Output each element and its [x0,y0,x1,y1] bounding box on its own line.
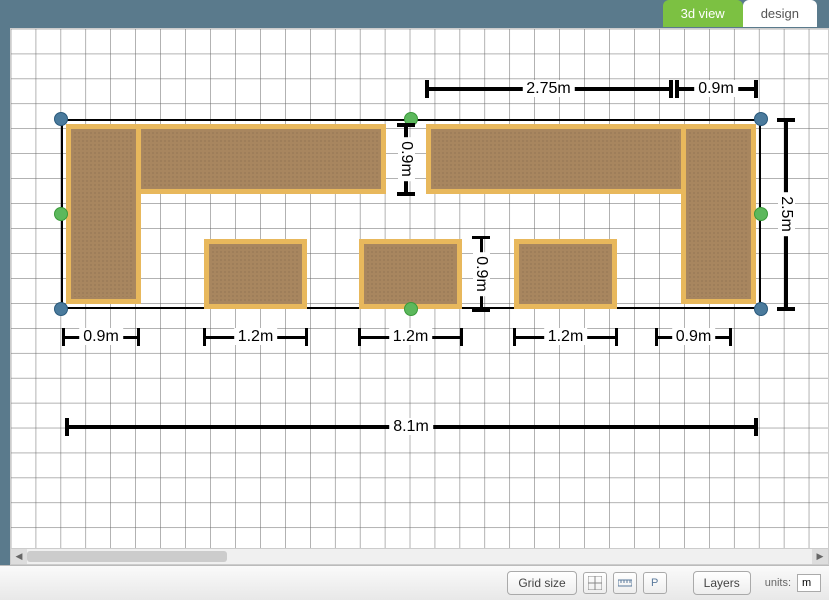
design-canvas[interactable]: 2.75m 0.9m 0.9m 2.5m 0.9m 0.9m 1.2m 1.2m… [10,28,829,565]
units-select[interactable] [797,574,821,592]
blue-node[interactable] [54,112,68,126]
grid-toggle-icon[interactable] [583,572,607,594]
island-1[interactable] [204,239,307,309]
tab-design[interactable]: design [743,0,817,27]
island-2[interactable] [359,239,462,309]
blue-node[interactable] [754,302,768,316]
ruler-icon[interactable] [613,572,637,594]
p-icon[interactable]: P [643,572,667,594]
green-node[interactable] [754,207,768,221]
view-tabs: 3d view design [663,0,817,27]
scroll-right-arrow[interactable]: ▶ [812,549,828,564]
scroll-thumb[interactable] [27,551,227,562]
blue-node[interactable] [754,112,768,126]
horizontal-scrollbar[interactable]: ◀ ▶ [11,548,828,564]
green-node[interactable] [404,302,418,316]
units-label: units: [765,577,791,589]
island-3[interactable] [514,239,617,309]
green-node[interactable] [54,207,68,221]
layers-button[interactable]: Layers [693,571,751,595]
tab-3d-view[interactable]: 3d view [663,0,743,27]
scroll-left-arrow[interactable]: ◀ [11,549,27,564]
grid-size-button[interactable]: Grid size [507,571,576,595]
blue-node[interactable] [54,302,68,316]
bottom-toolbar: Grid size P Layers units: [0,565,829,600]
